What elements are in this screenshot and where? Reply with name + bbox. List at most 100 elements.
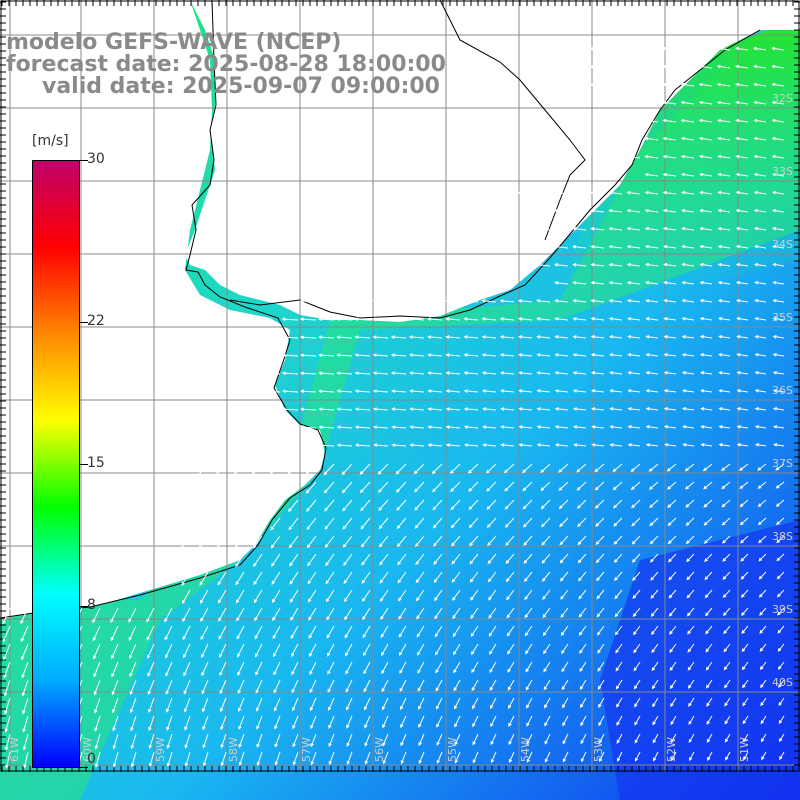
wind-arrow xyxy=(200,625,209,641)
wind-arrow xyxy=(631,499,641,509)
wind-arrow xyxy=(20,607,29,625)
wind-arrow xyxy=(645,280,659,285)
wind-arrow xyxy=(625,64,641,69)
wind-arrow xyxy=(518,371,533,375)
wind-arrow xyxy=(3,643,11,661)
wind-arrow xyxy=(432,499,443,511)
wind-arrow xyxy=(216,535,227,550)
wind-arrow xyxy=(739,517,749,526)
wind-arrow xyxy=(486,463,497,474)
wind-arrow xyxy=(500,407,515,411)
wind-arrow xyxy=(700,443,713,447)
wind-arrow xyxy=(686,589,695,599)
wind-arrow xyxy=(526,715,533,727)
wind-arrow xyxy=(400,715,407,729)
wind-arrow xyxy=(270,499,281,513)
wind-arrow xyxy=(554,443,569,447)
wind-arrow xyxy=(666,481,677,490)
wind-arrow xyxy=(700,407,713,411)
wind-arrow xyxy=(594,463,605,473)
wind-arrow xyxy=(504,517,515,528)
wind-arrow xyxy=(345,661,353,675)
wind-arrow xyxy=(217,589,227,604)
wind-arrow xyxy=(723,625,731,635)
wind-arrow xyxy=(110,607,119,624)
wind-arrow xyxy=(734,46,749,51)
wind-arrow xyxy=(740,553,749,562)
wind-arrow xyxy=(590,317,605,321)
wind-arrow xyxy=(645,371,659,375)
wind-arrow xyxy=(508,751,515,764)
wind-arrow xyxy=(561,643,569,655)
wind-arrow xyxy=(536,335,551,339)
wind-arrow xyxy=(663,335,677,339)
wind-arrow xyxy=(506,625,515,637)
wind-arrow xyxy=(395,481,407,493)
colorbar-tick-label: 30 xyxy=(87,151,105,167)
wind-arrow xyxy=(753,244,767,249)
wind-arrow xyxy=(236,607,245,622)
wind-arrow xyxy=(418,715,425,728)
wind-arrow xyxy=(372,317,389,321)
wind-arrow xyxy=(703,517,713,526)
wind-arrow xyxy=(607,64,623,69)
wind-arrow xyxy=(344,643,353,657)
wind-arrow xyxy=(776,589,785,598)
wind-arrow xyxy=(631,553,641,563)
wind-arrow xyxy=(682,425,695,429)
wind-arrow xyxy=(705,679,713,689)
wind-arrow xyxy=(234,517,245,531)
wind-arrow xyxy=(685,517,695,526)
wind-arrow xyxy=(704,571,713,581)
wind-arrow xyxy=(594,499,605,509)
wind-arrow xyxy=(579,661,587,673)
wind-arrow xyxy=(396,517,407,530)
wind-arrow xyxy=(722,535,731,544)
wind-arrow xyxy=(535,245,551,249)
wind-arrow xyxy=(263,371,281,376)
wind-arrow xyxy=(506,589,515,601)
title-model: modelo GEFS-WAVE (NCEP) xyxy=(6,30,342,55)
wind-arrow xyxy=(362,625,371,639)
wind-arrow xyxy=(481,335,497,339)
wind-arrow xyxy=(559,517,569,528)
wind-arrow xyxy=(536,353,551,357)
wind-arrow xyxy=(541,571,551,582)
wind-arrow xyxy=(165,679,173,695)
wind-arrow xyxy=(614,607,623,618)
wind-arrow xyxy=(578,589,587,600)
wind-arrow xyxy=(237,643,245,658)
wind-arrow xyxy=(414,499,425,511)
wind-arrow xyxy=(522,517,533,528)
wind-arrow xyxy=(649,553,659,563)
wind-arrow xyxy=(452,607,461,620)
wind-arrow xyxy=(427,425,443,429)
wind-arrow xyxy=(663,280,677,285)
wind-arrow xyxy=(668,571,677,581)
wind-arrow xyxy=(608,281,623,285)
wind-arrow xyxy=(736,407,749,411)
wind-arrow xyxy=(688,733,695,744)
wind-arrow xyxy=(146,607,155,623)
wind-arrow xyxy=(165,697,173,713)
wind-arrow xyxy=(372,371,389,375)
wind-arrow xyxy=(625,100,641,105)
wind-arrow xyxy=(269,463,281,476)
wind-arrow xyxy=(717,316,731,321)
wind-arrow xyxy=(326,625,335,639)
wind-arrow xyxy=(591,425,605,429)
wind-arrow xyxy=(663,262,677,267)
wind-arrow xyxy=(572,299,587,303)
wind-arrow xyxy=(317,317,335,321)
longitude-label: 60W xyxy=(81,737,94,762)
wind-arrow xyxy=(361,571,371,584)
wind-arrow xyxy=(526,697,533,709)
wind-arrow xyxy=(481,299,497,303)
wind-arrow xyxy=(397,571,407,584)
wind-arrow xyxy=(718,389,731,393)
wind-arrow xyxy=(717,154,731,159)
wind-arrow xyxy=(2,607,11,625)
wind-arrow xyxy=(772,407,785,411)
wind-arrow xyxy=(372,389,389,393)
wind-arrow xyxy=(554,263,569,267)
